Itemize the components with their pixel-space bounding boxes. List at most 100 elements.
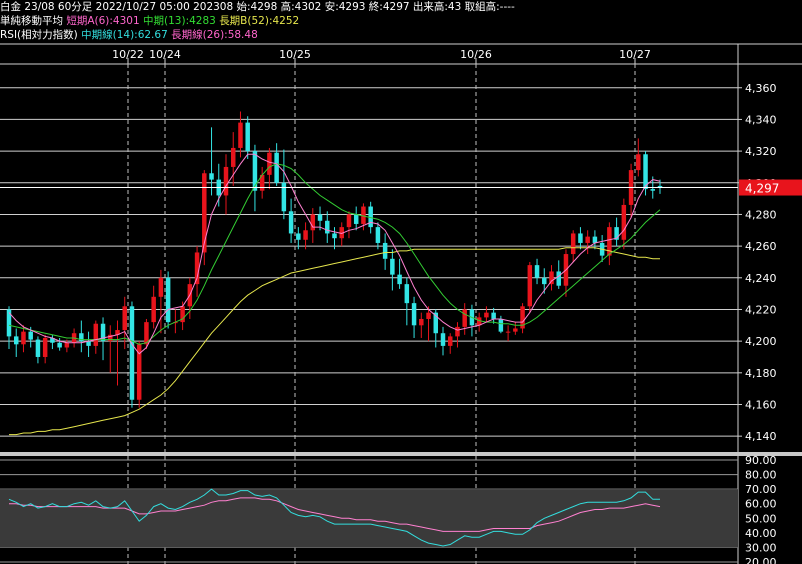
candle-up bbox=[426, 312, 431, 319]
price-tick-label: 4,280 bbox=[745, 208, 777, 221]
candle-up bbox=[93, 323, 99, 346]
candle-up bbox=[108, 334, 113, 342]
candle-up bbox=[636, 154, 641, 171]
candle-down bbox=[100, 323, 106, 342]
candle-down bbox=[79, 333, 84, 342]
candle-up bbox=[180, 306, 185, 323]
candle-up bbox=[346, 214, 352, 228]
candle-up bbox=[238, 122, 243, 148]
price-tick-label: 4,220 bbox=[745, 303, 777, 316]
candle-down bbox=[440, 333, 446, 346]
ma-short-line bbox=[8, 153, 661, 355]
candle-up bbox=[462, 309, 467, 327]
candle-down bbox=[542, 277, 547, 285]
candle-down bbox=[129, 306, 135, 400]
candle-down bbox=[57, 342, 62, 348]
rsi-tick-label: 80.00 bbox=[745, 469, 777, 482]
candle-up bbox=[484, 312, 489, 318]
candle-down bbox=[317, 214, 323, 221]
candle-up bbox=[585, 236, 590, 243]
candle-down bbox=[6, 309, 12, 337]
price-tick-label: 4,140 bbox=[745, 430, 777, 443]
rsi-legend: RSI(相対力指数) 中期線(14):62.67 長期線(26):58.48 bbox=[0, 28, 802, 42]
ma-mid-legend: 中期(13):4283 bbox=[143, 15, 216, 27]
candle-down bbox=[13, 336, 19, 345]
candle-down bbox=[578, 233, 583, 243]
candle-down bbox=[498, 318, 504, 332]
candle-up bbox=[570, 233, 576, 255]
candle-down bbox=[382, 242, 388, 259]
rsi-long-legend: 長期線(26):58.48 bbox=[171, 29, 258, 41]
rsi-tick-label: 20.00 bbox=[745, 556, 777, 564]
ma-long-line bbox=[9, 247, 660, 436]
candle-up bbox=[158, 277, 164, 297]
candle-down bbox=[397, 274, 402, 285]
date-label: 10/26 bbox=[460, 48, 492, 61]
candle-up bbox=[136, 344, 142, 400]
candle-down bbox=[245, 122, 250, 152]
candle-down bbox=[296, 233, 301, 240]
candle-down bbox=[643, 154, 648, 190]
candle-down bbox=[332, 233, 337, 239]
candle-up bbox=[122, 306, 127, 331]
price-tick-label: 4,320 bbox=[745, 145, 777, 158]
candle-down bbox=[433, 312, 439, 334]
price-tick-label: 4,260 bbox=[745, 240, 777, 253]
candle-up bbox=[202, 173, 207, 253]
rsi-tick-label: 30.00 bbox=[745, 541, 777, 554]
candle-down bbox=[86, 341, 91, 346]
candle-up bbox=[527, 265, 533, 307]
price-tick-label: 4,200 bbox=[745, 335, 777, 348]
candle-up bbox=[621, 204, 627, 240]
ma-short-legend: 短期A(6):4301 bbox=[66, 15, 140, 27]
candle-down bbox=[614, 227, 619, 240]
last-price-tag bbox=[739, 179, 802, 196]
candle-up bbox=[223, 166, 229, 196]
candle-up bbox=[115, 330, 120, 335]
candle-up bbox=[303, 230, 308, 240]
date-label: 10/25 bbox=[279, 48, 311, 61]
candle-down bbox=[35, 339, 41, 357]
candle-down bbox=[165, 277, 171, 323]
candle-down bbox=[28, 331, 33, 340]
candle-down bbox=[353, 214, 359, 224]
rsi-tick-label: 90.00 bbox=[745, 454, 777, 467]
instrument-info: 白金 23/08 60分足 2022/10/27 05:00 202308 始:… bbox=[0, 1, 515, 13]
candle-up bbox=[64, 342, 70, 348]
candle-down bbox=[657, 185, 663, 188]
price-tick-label: 4,240 bbox=[745, 272, 777, 285]
candle-down bbox=[325, 220, 330, 234]
rsi-tick-label: 60.00 bbox=[745, 498, 777, 511]
candle-down bbox=[556, 271, 561, 286]
candle-up bbox=[144, 322, 149, 345]
price-tick-label: 4,180 bbox=[745, 367, 777, 380]
candle-up bbox=[520, 306, 525, 329]
candle-down bbox=[375, 227, 381, 243]
candle-up bbox=[505, 331, 511, 333]
candle-up bbox=[259, 174, 265, 191]
rsi-tick-label: 70.00 bbox=[745, 483, 777, 496]
candle-up bbox=[419, 318, 424, 326]
candle-up bbox=[42, 337, 48, 357]
price-tick-label: 4,160 bbox=[745, 398, 777, 411]
rsi-mid-legend: 中期線(14):62.67 bbox=[81, 29, 168, 41]
price-tick-label: 4,340 bbox=[745, 113, 777, 126]
candle-up bbox=[194, 252, 200, 285]
last-price-label: 4,297 bbox=[745, 182, 779, 196]
candle-down bbox=[650, 189, 656, 191]
ma-mid-line bbox=[8, 163, 661, 345]
candle-down bbox=[390, 258, 395, 275]
candle-up bbox=[339, 227, 344, 239]
candle-up bbox=[361, 206, 366, 224]
candle-up bbox=[549, 271, 554, 285]
panel-separator bbox=[0, 452, 802, 456]
candle-up bbox=[21, 331, 26, 345]
candle-down bbox=[592, 236, 598, 243]
candle-up bbox=[310, 214, 316, 231]
rsi-band bbox=[0, 489, 738, 548]
moving-average-legend: 単純移動平均 短期A(6):4301 中期(13):4283 長期B(52):4… bbox=[0, 14, 802, 28]
candle-up bbox=[151, 296, 156, 323]
rsi-tick-label: 40.00 bbox=[745, 527, 777, 540]
candle-up bbox=[607, 227, 612, 256]
